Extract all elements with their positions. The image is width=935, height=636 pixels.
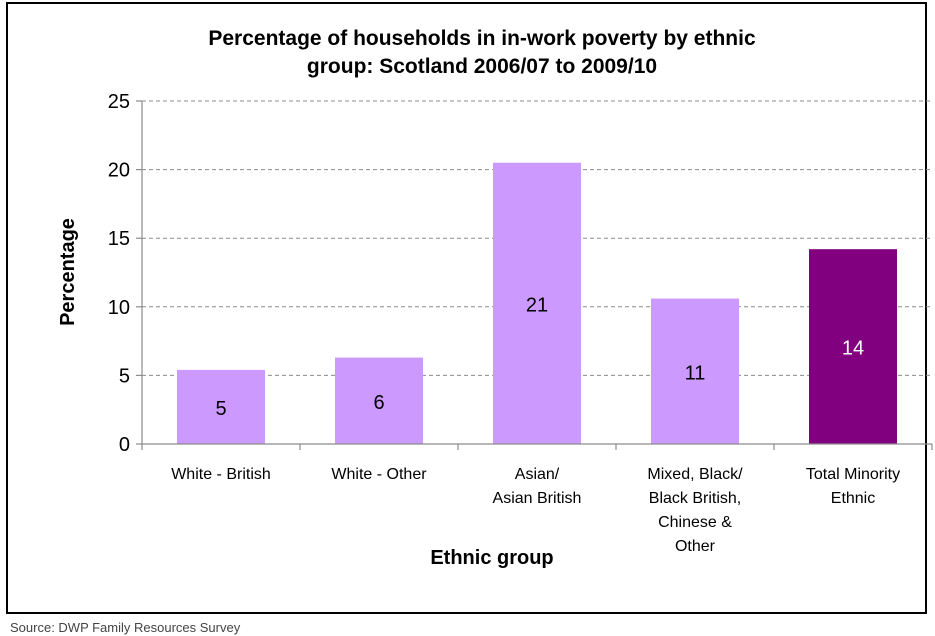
category-label: Mixed, Black/Black British, Chinese & Othe… <box>647 466 743 555</box>
category-label-line: Chinese & <box>658 514 732 531</box>
category-label-line: Total Minority <box>806 466 900 483</box>
axes <box>136 100 933 450</box>
bar <box>651 298 739 444</box>
y-tick-label: 0 <box>119 434 130 456</box>
category-label-line: White - Other <box>331 466 427 483</box>
bar-chart: Percentage of households in in-work pove… <box>57 27 933 569</box>
data-label: 6 <box>373 392 384 414</box>
y-tick-label: 5 <box>119 365 130 387</box>
data-label: 14 <box>842 338 864 360</box>
category-label-line: Asian British <box>493 490 582 507</box>
data-label: 11 <box>685 362 706 384</box>
category-label: Asian/Asian British <box>493 466 582 507</box>
category-label-line: Ethnic <box>831 490 875 507</box>
chart-title-line: Percentage of households in in-work pove… <box>208 27 756 50</box>
category-label-line: White - British <box>171 466 271 483</box>
category-label: White - Other <box>331 466 427 483</box>
y-tick-labels: 0 5 10 15 20 25 <box>108 91 130 456</box>
category-label-line: Other <box>675 538 716 555</box>
data-labels: 5 6 21 11 14 <box>215 294 864 420</box>
y-tick-label: 10 <box>108 297 130 319</box>
bar <box>177 369 265 444</box>
category-label-line: Asian/ <box>515 466 560 483</box>
y-tick-label: 15 <box>108 228 130 250</box>
category-label: Total Minority Ethnic <box>806 466 900 507</box>
y-axis-title: Percentage <box>57 218 79 326</box>
chart-title: Percentage of households in in-work pove… <box>208 27 756 78</box>
category-label: White - British <box>171 466 271 483</box>
y-tick-label: 20 <box>108 160 130 182</box>
bar <box>493 162 581 445</box>
category-label-line: Mixed, Black/ <box>647 466 743 483</box>
bar <box>335 357 423 444</box>
chart-title-line: group: Scotland 2006/07 to 2009/10 <box>307 55 657 78</box>
bars <box>177 162 897 445</box>
x-axis-title: Ethnic group <box>430 547 553 569</box>
y-tick-label: 25 <box>108 91 130 113</box>
x-category-labels: White - British White - Other Asian/Asian … <box>171 466 900 555</box>
category-label-line: Black British, <box>649 490 741 507</box>
bar <box>809 249 897 444</box>
data-label: 5 <box>215 398 226 420</box>
data-label: 21 <box>526 294 548 316</box>
chart-border <box>6 2 927 614</box>
source-note: Source: DWP Family Resources Survey <box>10 620 241 635</box>
